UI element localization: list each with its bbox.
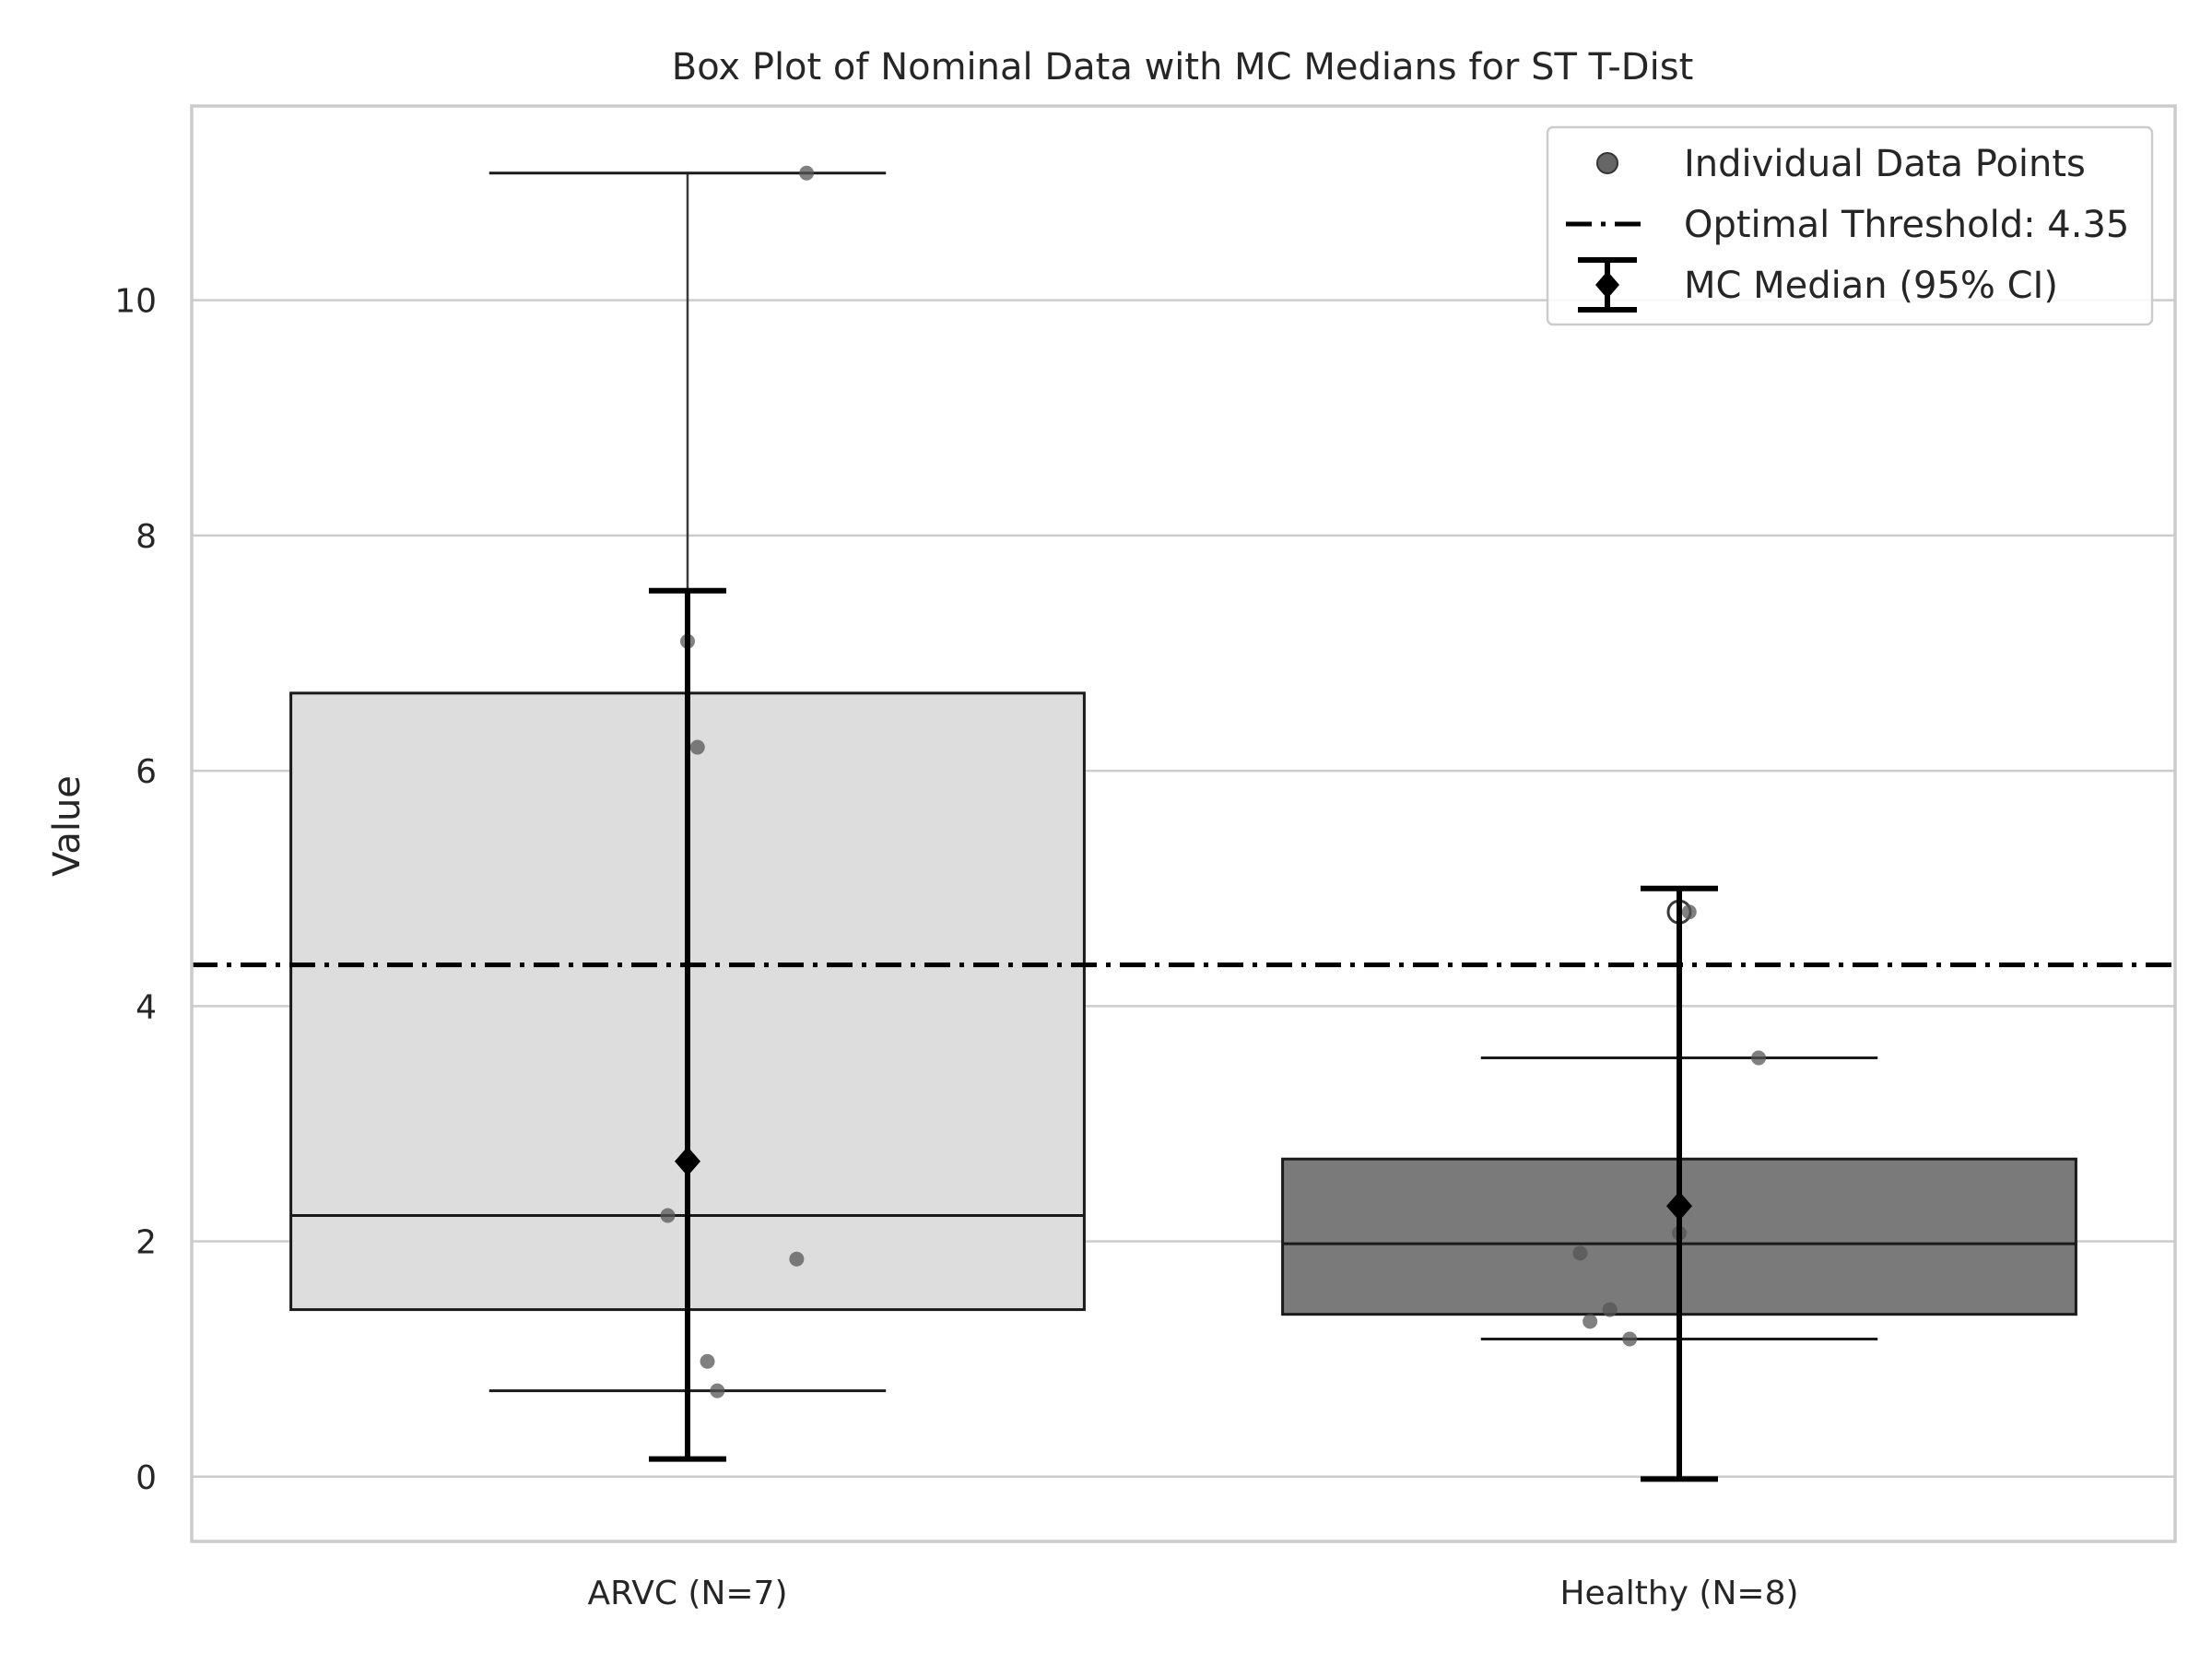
legend-label: Individual Data Points	[1684, 143, 2086, 185]
data-point	[1602, 1302, 1618, 1317]
data-point	[1622, 1331, 1638, 1347]
data-point	[789, 1251, 805, 1267]
mc-median-marker	[675, 1146, 700, 1176]
y-tick-label: 10	[114, 283, 157, 321]
y-tick-label: 0	[135, 1459, 157, 1497]
data-point	[799, 165, 815, 181]
data-point	[1583, 1314, 1598, 1329]
x-tick-label: Healthy (N=8)	[1559, 1575, 1798, 1612]
legend-dot-icon	[1596, 152, 1618, 174]
legend-diamond-icon	[1595, 271, 1619, 299]
legend-box	[1546, 125, 2154, 326]
y-tick-label: 4	[135, 988, 157, 1026]
y-tick-label: 6	[135, 753, 157, 791]
mc-median-marker	[1666, 1191, 1692, 1221]
data-point	[1751, 1050, 1767, 1066]
data-point	[1681, 904, 1697, 920]
data-point	[700, 1353, 715, 1369]
y-tick-label: 8	[135, 518, 157, 556]
x-tick-label: ARVC (N=7)	[588, 1575, 788, 1612]
y-axis-label: Value	[46, 775, 88, 877]
y-tick-label: 2	[135, 1224, 157, 1262]
plot-frame	[190, 104, 2177, 1543]
chart-title: Box Plot of Nominal Data with MC Medians…	[672, 46, 1694, 89]
data-point	[1572, 1245, 1588, 1261]
legend-label: MC Median (95% CI)	[1684, 265, 2058, 307]
legend-label: Optimal Threshold: 4.35	[1684, 204, 2129, 246]
data-point	[689, 739, 705, 755]
data-point	[710, 1383, 725, 1398]
data-point	[660, 1208, 676, 1223]
